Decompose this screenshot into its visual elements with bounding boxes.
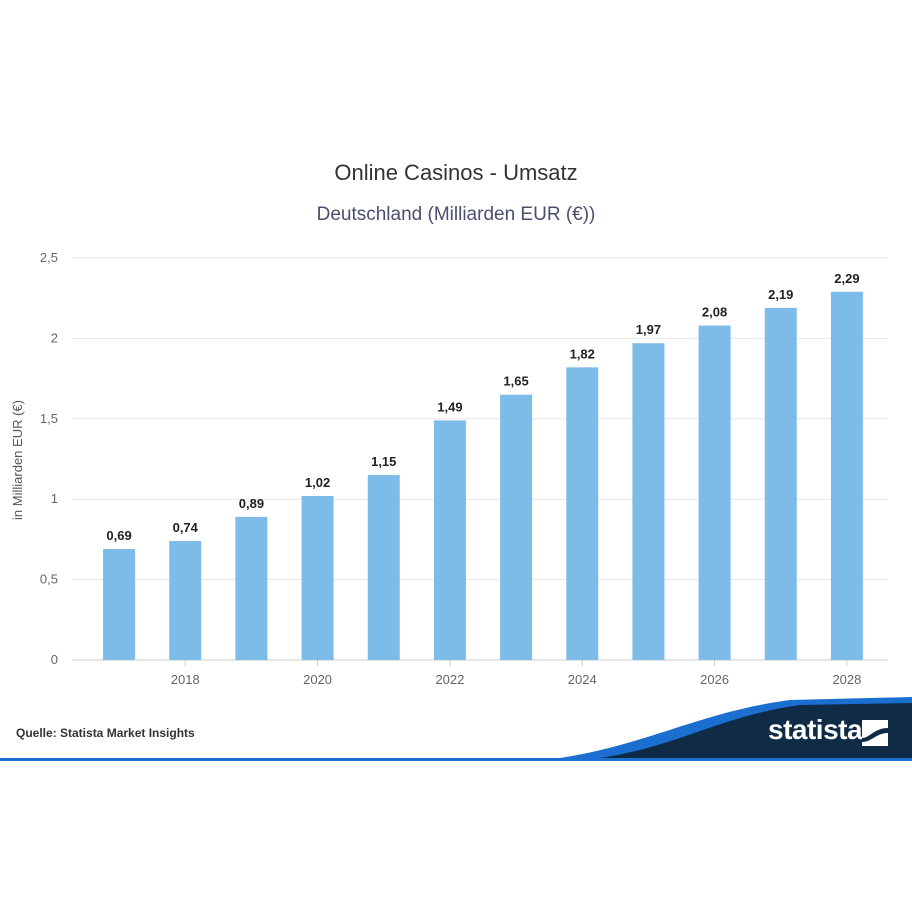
bar — [367, 475, 400, 660]
y-tick-label: 2 — [51, 330, 58, 345]
bar — [830, 291, 863, 660]
data-label: 0,69 — [106, 528, 131, 543]
data-label: 1,49 — [437, 399, 462, 414]
data-label: 0,89 — [239, 496, 264, 511]
grid-lines — [72, 257, 888, 661]
bar — [632, 343, 665, 660]
footer-navy-swoosh — [600, 703, 912, 758]
bar — [764, 307, 797, 660]
bar-chart: 0 0,5 1 1,5 2 2,5 0,69 0,74 0,89 1,02 1,15 1,49 1,6… — [10, 250, 888, 687]
x-tick-label: 2020 — [303, 672, 332, 687]
y-axis-ticks: 0 0,5 1 1,5 2 2,5 — [40, 250, 58, 667]
bar — [433, 420, 466, 660]
bars — [103, 291, 863, 660]
data-label: 1,65 — [503, 374, 528, 389]
source-note: Quelle: Statista Market Insights — [16, 726, 195, 740]
value-labels: 0,69 0,74 0,89 1,02 1,15 1,49 1,65 1,82 1,97 2,08… — [106, 271, 859, 543]
footer-accent-stripe — [0, 758, 912, 761]
chart-subtitle: Deutschland (Milliarden EUR (€)) — [316, 204, 596, 225]
data-label: 1,82 — [570, 346, 595, 361]
data-label: 0,74 — [173, 520, 199, 535]
bar — [698, 325, 731, 660]
data-label: 2,08 — [702, 305, 727, 320]
y-tick-label: 0,5 — [40, 572, 58, 587]
bar — [169, 541, 202, 660]
data-label: 1,15 — [371, 454, 396, 469]
bar — [566, 367, 599, 660]
data-label: 1,97 — [636, 322, 661, 337]
data-label: 1,02 — [305, 475, 330, 490]
x-tick-label: 2026 — [700, 672, 729, 687]
y-tick-label: 2,5 — [40, 250, 58, 265]
y-tick-label: 1,5 — [40, 411, 58, 426]
x-tick-label: 2024 — [568, 672, 597, 687]
bar — [301, 495, 334, 660]
y-tick-label: 1 — [51, 491, 58, 506]
statista-logo-mark-icon — [862, 720, 888, 746]
bar — [500, 394, 533, 660]
y-tick-label: 0 — [51, 652, 58, 667]
data-label: 2,19 — [768, 287, 793, 302]
bar — [103, 549, 136, 660]
x-tick-label: 2022 — [435, 672, 464, 687]
x-tick-label: 2018 — [171, 672, 200, 687]
x-axis-ticks: 2018 2020 2022 2024 2026 2028 — [171, 660, 861, 687]
data-label: 2,29 — [834, 271, 859, 286]
chart-title: Online Casinos - Umsatz — [334, 160, 578, 185]
x-tick-label: 2028 — [832, 672, 861, 687]
bar — [235, 516, 268, 660]
y-axis-label: in Milliarden EUR (€) — [10, 400, 25, 520]
statista-logo: statista — [768, 714, 863, 745]
